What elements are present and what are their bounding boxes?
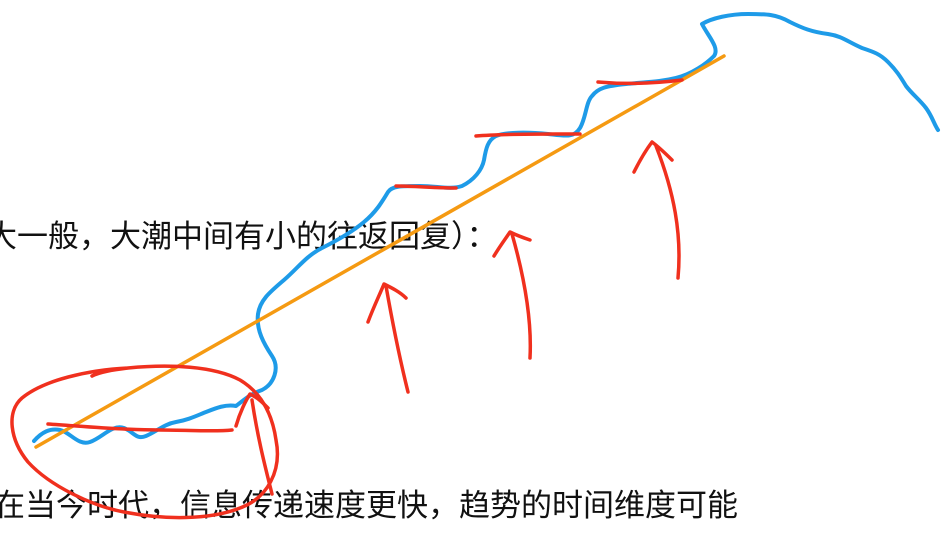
red-arrow-1 [234,392,274,496]
text-line-1: 大一般，大潮中间有小的往返回复）： [0,219,498,255]
red-plateau-1 [394,184,458,190]
text-line-2: 在当今时代，信息传递速度更快，趋势的时间维度可能 [0,488,738,524]
blue-price-curve [32,12,940,445]
red-plateau-2 [474,132,582,138]
red-loop-circle [10,364,279,520]
red-arrow-2 [366,282,410,394]
red-base-line [46,422,234,433]
red-arrow-4 [632,140,681,280]
red-arrow-3 [492,230,533,360]
red-plateau-3 [596,78,684,86]
orange-trend-line [34,54,726,449]
